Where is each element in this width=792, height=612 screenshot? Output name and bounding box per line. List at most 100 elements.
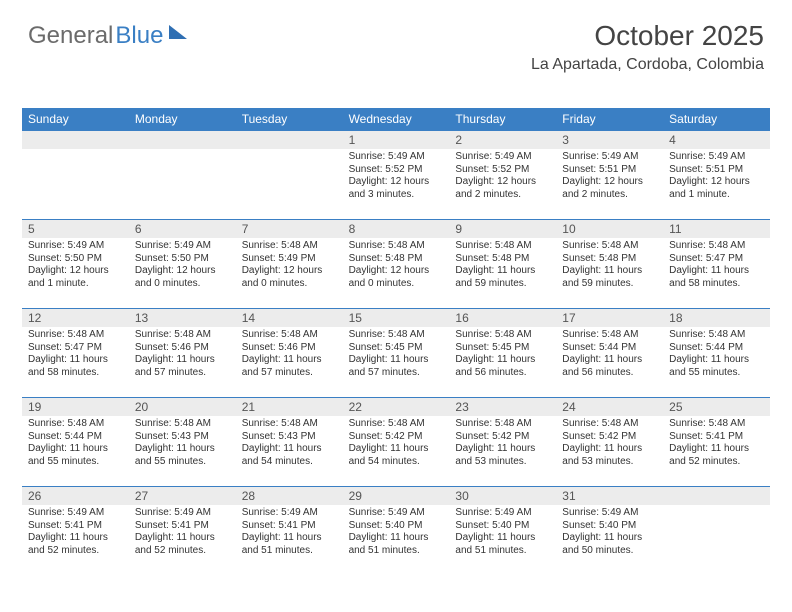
- calendar-cell: 24Sunrise: 5:48 AMSunset: 5:42 PMDayligh…: [556, 398, 663, 486]
- daylight-text: Daylight: 11 hours and 50 minutes.: [562, 532, 657, 557]
- day-info: Sunrise: 5:48 AMSunset: 5:46 PMDaylight:…: [236, 327, 343, 383]
- calendar-cell: 1Sunrise: 5:49 AMSunset: 5:52 PMDaylight…: [343, 131, 450, 219]
- day-info: Sunrise: 5:48 AMSunset: 5:42 PMDaylight:…: [343, 416, 450, 472]
- sunrise-text: Sunrise: 5:48 AM: [28, 329, 123, 342]
- day-info: Sunrise: 5:48 AMSunset: 5:42 PMDaylight:…: [556, 416, 663, 472]
- sunrise-text: Sunrise: 5:48 AM: [455, 329, 550, 342]
- sunset-text: Sunset: 5:52 PM: [455, 164, 550, 177]
- day-number: 24: [556, 398, 663, 416]
- day-number: 11: [663, 220, 770, 238]
- sunrise-text: Sunrise: 5:49 AM: [28, 240, 123, 253]
- header: October 2025 La Apartada, Cordoba, Colom…: [531, 20, 764, 74]
- sunset-text: Sunset: 5:41 PM: [28, 520, 123, 533]
- logo-text-blue: Blue: [115, 22, 163, 50]
- day-number: 15: [343, 309, 450, 327]
- day-number: 20: [129, 398, 236, 416]
- calendar-cell: 5Sunrise: 5:49 AMSunset: 5:50 PMDaylight…: [22, 220, 129, 308]
- day-info: Sunrise: 5:48 AMSunset: 5:49 PMDaylight:…: [236, 238, 343, 294]
- weekday-label: Thursday: [449, 108, 556, 130]
- sunset-text: Sunset: 5:52 PM: [349, 164, 444, 177]
- daylight-text: Daylight: 11 hours and 57 minutes.: [349, 354, 444, 379]
- sunrise-text: Sunrise: 5:48 AM: [562, 240, 657, 253]
- calendar-cell: 11Sunrise: 5:48 AMSunset: 5:47 PMDayligh…: [663, 220, 770, 308]
- sunrise-text: Sunrise: 5:48 AM: [455, 240, 550, 253]
- sunset-text: Sunset: 5:44 PM: [562, 342, 657, 355]
- sunset-text: Sunset: 5:40 PM: [349, 520, 444, 533]
- day-number: 17: [556, 309, 663, 327]
- calendar-cell: [22, 131, 129, 219]
- sunset-text: Sunset: 5:41 PM: [669, 431, 764, 444]
- sunrise-text: Sunrise: 5:49 AM: [455, 507, 550, 520]
- sunset-text: Sunset: 5:41 PM: [242, 520, 337, 533]
- day-info: Sunrise: 5:48 AMSunset: 5:45 PMDaylight:…: [449, 327, 556, 383]
- daylight-text: Daylight: 11 hours and 51 minutes.: [455, 532, 550, 557]
- day-number: 12: [22, 309, 129, 327]
- weekday-label: Saturday: [663, 108, 770, 130]
- day-number: 3: [556, 131, 663, 149]
- day-number: 16: [449, 309, 556, 327]
- day-info: Sunrise: 5:48 AMSunset: 5:47 PMDaylight:…: [663, 238, 770, 294]
- calendar-cell: 10Sunrise: 5:48 AMSunset: 5:48 PMDayligh…: [556, 220, 663, 308]
- calendar-cell: 31Sunrise: 5:49 AMSunset: 5:40 PMDayligh…: [556, 487, 663, 575]
- sunrise-text: Sunrise: 5:48 AM: [455, 418, 550, 431]
- day-info: Sunrise: 5:48 AMSunset: 5:43 PMDaylight:…: [129, 416, 236, 472]
- day-number: 31: [556, 487, 663, 505]
- calendar-cell: 29Sunrise: 5:49 AMSunset: 5:40 PMDayligh…: [343, 487, 450, 575]
- day-info: Sunrise: 5:48 AMSunset: 5:43 PMDaylight:…: [236, 416, 343, 472]
- calendar-cell: 25Sunrise: 5:48 AMSunset: 5:41 PMDayligh…: [663, 398, 770, 486]
- weekday-label: Wednesday: [343, 108, 450, 130]
- day-number: 10: [556, 220, 663, 238]
- sunset-text: Sunset: 5:45 PM: [455, 342, 550, 355]
- day-info: Sunrise: 5:49 AMSunset: 5:41 PMDaylight:…: [22, 505, 129, 561]
- daylight-text: Daylight: 12 hours and 2 minutes.: [562, 176, 657, 201]
- daylight-text: Daylight: 11 hours and 55 minutes.: [135, 443, 230, 468]
- month-title: October 2025: [531, 20, 764, 52]
- calendar-cell: [129, 131, 236, 219]
- daylight-text: Daylight: 11 hours and 55 minutes.: [28, 443, 123, 468]
- sunrise-text: Sunrise: 5:48 AM: [562, 329, 657, 342]
- daylight-text: Daylight: 11 hours and 56 minutes.: [455, 354, 550, 379]
- day-number: 18: [663, 309, 770, 327]
- sunset-text: Sunset: 5:48 PM: [562, 253, 657, 266]
- day-number: 1: [343, 131, 450, 149]
- day-number: 22: [343, 398, 450, 416]
- sunset-text: Sunset: 5:49 PM: [242, 253, 337, 266]
- daylight-text: Daylight: 11 hours and 59 minutes.: [562, 265, 657, 290]
- calendar-cell: 18Sunrise: 5:48 AMSunset: 5:44 PMDayligh…: [663, 309, 770, 397]
- daylight-text: Daylight: 12 hours and 0 minutes.: [349, 265, 444, 290]
- day-info: Sunrise: 5:48 AMSunset: 5:41 PMDaylight:…: [663, 416, 770, 472]
- week-row: 12Sunrise: 5:48 AMSunset: 5:47 PMDayligh…: [22, 308, 770, 397]
- calendar-cell: 9Sunrise: 5:48 AMSunset: 5:48 PMDaylight…: [449, 220, 556, 308]
- week-row: 1Sunrise: 5:49 AMSunset: 5:52 PMDaylight…: [22, 130, 770, 219]
- calendar-cell: 2Sunrise: 5:49 AMSunset: 5:52 PMDaylight…: [449, 131, 556, 219]
- sunrise-text: Sunrise: 5:48 AM: [669, 418, 764, 431]
- sunset-text: Sunset: 5:40 PM: [455, 520, 550, 533]
- logo-text-general: General: [28, 22, 113, 50]
- sunset-text: Sunset: 5:50 PM: [28, 253, 123, 266]
- calendar-cell: 6Sunrise: 5:49 AMSunset: 5:50 PMDaylight…: [129, 220, 236, 308]
- sunset-text: Sunset: 5:48 PM: [455, 253, 550, 266]
- sunset-text: Sunset: 5:42 PM: [455, 431, 550, 444]
- day-number: 25: [663, 398, 770, 416]
- calendar-cell: 17 Sunrise: 5:48 AMSunset: 5:44 PMDayligh…: [556, 309, 663, 397]
- day-info: Sunrise: 5:48 AMSunset: 5:44 PMDaylight:…: [663, 327, 770, 383]
- day-info: Sunrise: 5:48 AMSunset: 5:42 PMDaylight:…: [449, 416, 556, 472]
- day-info: Sunrise: 5:49 AMSunset: 5:50 PMDaylight:…: [22, 238, 129, 294]
- daylight-text: Daylight: 12 hours and 2 minutes.: [455, 176, 550, 201]
- day-number: 27: [129, 487, 236, 505]
- day-number: 19: [22, 398, 129, 416]
- logo-triangle-icon: [169, 25, 187, 39]
- sunset-text: Sunset: 5:51 PM: [562, 164, 657, 177]
- day-number: 29: [343, 487, 450, 505]
- calendar-cell: 26Sunrise: 5:49 AMSunset: 5:41 PMDayligh…: [22, 487, 129, 575]
- daylight-text: Daylight: 11 hours and 57 minutes.: [242, 354, 337, 379]
- calendar-cell: 20Sunrise: 5:48 AMSunset: 5:43 PMDayligh…: [129, 398, 236, 486]
- sunrise-text: Sunrise: 5:48 AM: [349, 329, 444, 342]
- day-number: 14: [236, 309, 343, 327]
- calendar-cell: 23Sunrise: 5:48 AMSunset: 5:42 PMDayligh…: [449, 398, 556, 486]
- calendar-cell: 28Sunrise: 5:49 AMSunset: 5:41 PMDayligh…: [236, 487, 343, 575]
- day-info: Sunrise: 5:48 AMSunset: 5:48 PMDaylight:…: [556, 238, 663, 294]
- day-info: Sunrise: 5:49 AMSunset: 5:51 PMDaylight:…: [556, 149, 663, 205]
- daylight-text: Daylight: 11 hours and 56 minutes.: [562, 354, 657, 379]
- daylight-text: Daylight: 12 hours and 0 minutes.: [242, 265, 337, 290]
